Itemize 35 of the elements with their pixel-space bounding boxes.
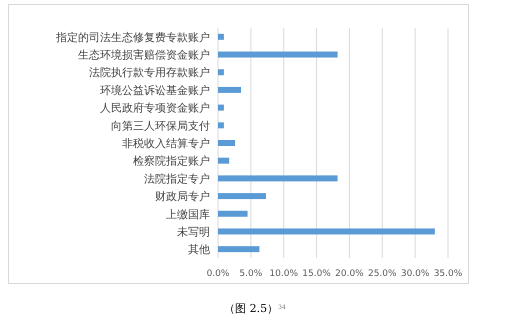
y-tick-label: 法院执行款专用存款账户 bbox=[89, 66, 210, 80]
x-tick-label: 35.0% bbox=[434, 269, 463, 279]
x-tick-label: 25.0% bbox=[368, 269, 398, 279]
bar bbox=[218, 246, 260, 252]
bar bbox=[218, 210, 248, 217]
x-tick-label: 30.0% bbox=[400, 269, 430, 279]
y-tick-label: 法院指定专户 bbox=[144, 172, 210, 186]
bar bbox=[218, 193, 266, 200]
y-tick-label: 人民政府专项资金账户 bbox=[100, 102, 210, 115]
y-tick-label: 财政局专户 bbox=[155, 190, 210, 204]
bar bbox=[218, 228, 435, 234]
x-tick-label: 10.0% bbox=[269, 269, 298, 279]
y-tick-label: 未写明 bbox=[177, 225, 210, 238]
y-tick-label: 非税收入结算专户 bbox=[122, 137, 210, 150]
y-tick-label: 指定的司法生态修复费专款账户 bbox=[55, 30, 210, 44]
bar bbox=[218, 140, 236, 146]
bar bbox=[218, 158, 230, 164]
y-tick-label: 环境公益诉讼基金账户 bbox=[100, 84, 210, 97]
y-tick-label: 生态环境损害赔偿资金账户 bbox=[78, 48, 210, 62]
y-tick-label: 向第三人环保局支付 bbox=[111, 119, 210, 132]
x-tick-label: 0.0% bbox=[206, 269, 230, 279]
bar bbox=[218, 175, 338, 182]
x-tick-label: 20.0% bbox=[335, 269, 364, 279]
bar bbox=[218, 104, 224, 111]
x-tick-label: 5.0% bbox=[239, 269, 263, 279]
bar bbox=[218, 69, 224, 76]
text: （图 2.5）$^{34}$ bbox=[224, 302, 286, 315]
bar bbox=[218, 122, 224, 128]
y-tick-label: 检察院指定账户 bbox=[133, 154, 210, 168]
bar bbox=[218, 34, 224, 40]
bar bbox=[218, 52, 338, 58]
bar bbox=[218, 86, 241, 93]
y-tick-label: 上缴国库 bbox=[166, 208, 210, 221]
x-tick-label: 15.0% bbox=[302, 269, 332, 279]
y-tick-label: 其他 bbox=[188, 243, 210, 256]
